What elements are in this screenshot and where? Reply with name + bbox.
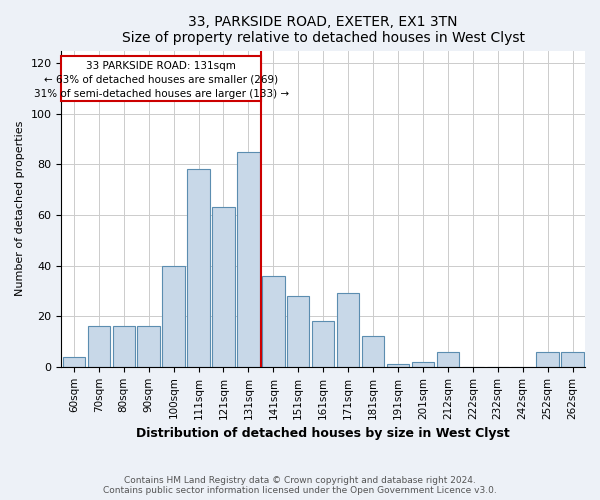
Bar (62, 356, 85, 367)
Bar (187, 170, 210, 367)
Bar (562, 352, 584, 367)
Text: 33 PARKSIDE ROAD: 131sqm: 33 PARKSIDE ROAD: 131sqm (86, 60, 236, 70)
Text: Contains HM Land Registry data © Crown copyright and database right 2024.
Contai: Contains HM Land Registry data © Crown c… (103, 476, 497, 495)
X-axis label: Distribution of detached houses by size in West Clyst: Distribution of detached houses by size … (136, 427, 510, 440)
Bar (437, 352, 459, 367)
Bar (88, 326, 110, 367)
Bar (163, 266, 185, 367)
Text: 31% of semi-detached houses are larger (133) →: 31% of semi-detached houses are larger (… (34, 88, 289, 99)
Bar (237, 152, 260, 367)
Bar (113, 326, 135, 367)
Bar (536, 352, 559, 367)
Bar (362, 336, 384, 367)
Y-axis label: Number of detached properties: Number of detached properties (15, 121, 25, 296)
Title: 33, PARKSIDE ROAD, EXETER, EX1 3TN
Size of property relative to detached houses : 33, PARKSIDE ROAD, EXETER, EX1 3TN Size … (122, 15, 525, 45)
Text: ← 63% of detached houses are smaller (269): ← 63% of detached houses are smaller (26… (44, 74, 278, 85)
Bar (212, 208, 235, 367)
Bar (137, 326, 160, 367)
Bar (287, 296, 310, 367)
FancyBboxPatch shape (61, 56, 261, 101)
Bar (262, 276, 284, 367)
Bar (387, 364, 409, 367)
Bar (412, 362, 434, 367)
Bar (337, 294, 359, 367)
Bar (312, 322, 334, 367)
